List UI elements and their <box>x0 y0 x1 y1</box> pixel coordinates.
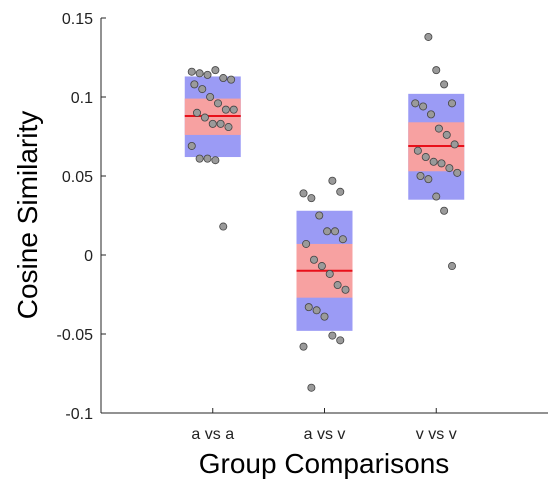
y-tick-label: -0.1 <box>65 406 93 423</box>
data-point <box>192 108 201 117</box>
data-point <box>325 269 334 278</box>
data-point <box>421 153 430 162</box>
x-tick-label: a vs v <box>304 426 346 443</box>
data-point <box>445 164 454 173</box>
data-point <box>320 312 329 321</box>
data-point <box>434 124 443 133</box>
data-point <box>336 187 345 196</box>
data-point <box>330 227 339 236</box>
data-point <box>440 206 449 215</box>
data-point <box>333 281 342 290</box>
data-point <box>187 141 196 150</box>
data-point <box>419 102 428 111</box>
data-point <box>195 69 204 78</box>
data-point <box>195 154 204 163</box>
data-point <box>198 85 207 94</box>
data-point <box>219 222 228 231</box>
data-point <box>312 306 321 315</box>
data-point <box>341 285 350 294</box>
data-point <box>432 192 441 201</box>
data-point <box>227 75 236 84</box>
data-point <box>315 211 324 220</box>
data-point <box>304 303 313 312</box>
y-axis-title: Cosine Similarity <box>12 111 43 320</box>
data-point <box>411 99 420 108</box>
data-point <box>200 113 209 122</box>
data-point <box>450 140 459 149</box>
y-axis: 0.15 0.1 0.05 0 -0.05 -0.1 <box>57 11 106 423</box>
data-point <box>442 130 451 139</box>
y-tick-label: 0.1 <box>71 90 93 107</box>
data-point <box>211 156 220 165</box>
data-point <box>309 255 318 264</box>
data-point <box>336 336 345 345</box>
data-point <box>307 383 316 392</box>
data-point <box>416 171 425 180</box>
data-point <box>338 235 347 244</box>
data-point <box>221 105 230 114</box>
x-axis-title: Group Comparisons <box>199 448 450 479</box>
data-point <box>302 239 311 248</box>
data-point <box>328 331 337 340</box>
data-point <box>208 119 217 128</box>
data-point <box>440 80 449 89</box>
data-point <box>224 123 233 132</box>
data-point <box>424 175 433 184</box>
data-point <box>323 227 332 236</box>
data-point <box>429 157 438 166</box>
group-v-vs-v <box>408 32 465 271</box>
data-point <box>219 74 228 83</box>
x-tick-label: a vs a <box>191 426 234 443</box>
data-point <box>203 154 212 163</box>
data-point <box>211 66 220 75</box>
x-axis: a vs a a vs v v vs v <box>101 408 548 443</box>
group-a-vs-v <box>296 176 353 392</box>
data-point <box>437 159 446 168</box>
data-point <box>299 189 308 198</box>
data-point <box>317 262 326 271</box>
data-point <box>426 110 435 119</box>
data-point <box>187 67 196 76</box>
data-point <box>190 80 199 89</box>
data-point <box>299 342 308 351</box>
x-tick-label: v vs v <box>416 426 457 443</box>
data-point <box>203 70 212 79</box>
data-point <box>307 194 316 203</box>
y-tick-label: 0 <box>84 248 93 265</box>
data-point <box>229 105 238 114</box>
data-point <box>424 32 433 41</box>
y-tick-label: -0.05 <box>57 327 94 344</box>
data-point <box>206 93 215 102</box>
y-tick-label: 0.05 <box>62 169 93 186</box>
plot-area <box>184 32 465 392</box>
data-point <box>413 146 422 155</box>
data-point <box>216 119 225 128</box>
data-point <box>432 66 441 75</box>
data-point <box>447 99 456 108</box>
y-tick-label: 0.15 <box>62 11 93 28</box>
data-point <box>328 176 337 185</box>
data-point <box>447 262 456 271</box>
data-point <box>453 168 462 177</box>
data-point <box>213 99 222 108</box>
group-a-vs-a <box>184 66 241 231</box>
